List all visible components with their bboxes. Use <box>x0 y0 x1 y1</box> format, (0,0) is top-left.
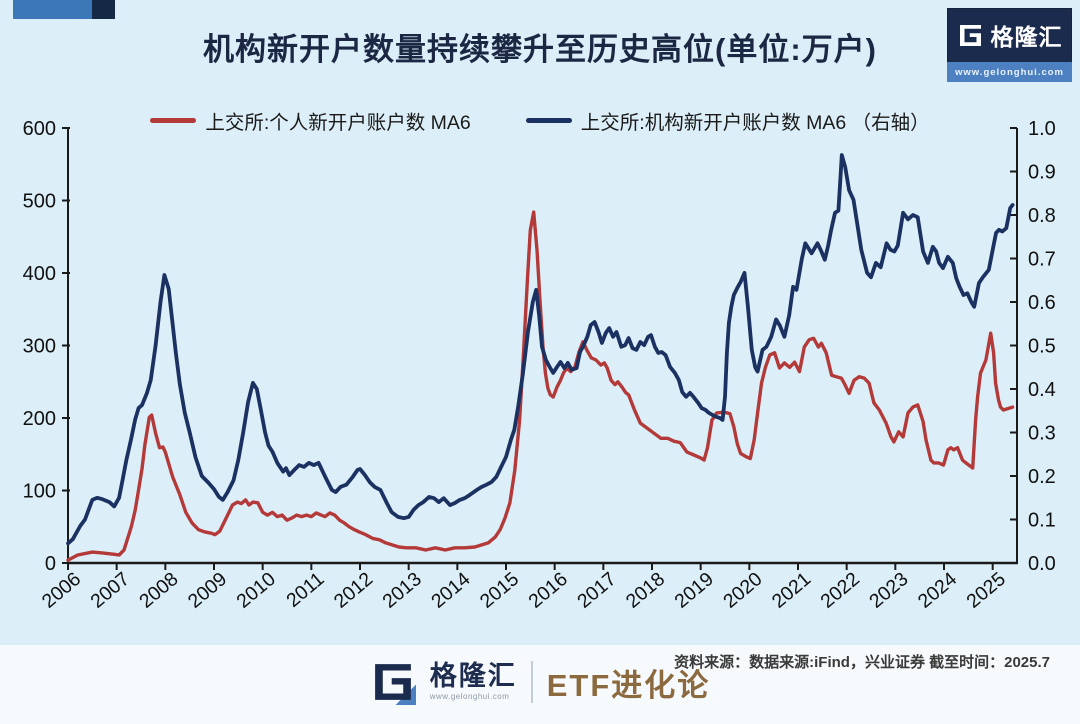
x-axis-year-label: 2013 <box>379 568 426 613</box>
x-axis-year-label: 2014 <box>427 568 474 613</box>
chart-legend: 上交所:个人新开户账户数 MA6 上交所:机构新开户账户数 MA6 （右轴） <box>0 106 1080 135</box>
y-axis-right-tick-label: 0.9 <box>1028 162 1056 184</box>
x-axis-year-label: 2020 <box>719 568 766 613</box>
x-axis-year-label: 2010 <box>233 568 280 613</box>
y-axis-right-tick-label: 0.1 <box>1028 510 1056 532</box>
legend-swatch-institutional <box>525 118 572 123</box>
y-axis-left-tick-label: 0 <box>45 553 56 575</box>
legend-swatch-personal <box>150 118 197 123</box>
gelonghui-logo-main: 格隆汇 <box>947 8 1072 62</box>
x-axis-year-label: 2023 <box>865 568 912 613</box>
y-axis-right-tick-label: 0.6 <box>1028 292 1056 314</box>
x-axis-year-label: 2008 <box>135 568 182 613</box>
y-axis-left-tick-label: 100 <box>23 481 56 503</box>
legend-entry-personal: 上交所:个人新开户账户数 MA6 <box>150 106 471 135</box>
x-axis-year-label: 2019 <box>671 568 718 613</box>
footer-source-text: 资料来源：数据来源:iFind，兴业证券 截至时间：2025.7 <box>674 654 1050 671</box>
x-axis-year-label: 2016 <box>525 568 572 613</box>
x-axis-year-label: 2009 <box>184 568 231 613</box>
series-line-institutional <box>66 153 1015 546</box>
x-axis-year-label: 2018 <box>622 568 669 613</box>
gelonghui-g-icon <box>959 24 981 46</box>
y-axis-left-tick-label: 200 <box>23 408 56 430</box>
y-axis-left-tick-label: 300 <box>23 336 56 358</box>
y-axis-left-tick-label: 500 <box>23 191 56 213</box>
footer-logo-name: 格隆汇 <box>429 661 517 691</box>
legend-label-personal: 上交所:个人新开户账户数 MA6 <box>205 112 471 134</box>
series-line-personal <box>66 210 1015 562</box>
y-axis-right-tick-label: 0.0 <box>1028 553 1056 575</box>
y-axis-right-tick-label: 1.0 <box>1028 118 1056 140</box>
gelonghui-logo: 格隆汇 www.gelonghui.com <box>947 8 1072 82</box>
x-axis-year-label: 2017 <box>573 568 620 613</box>
gelonghui-logo-name: 格隆汇 <box>990 24 1063 50</box>
footer-brand-name: ETF进化论 <box>546 667 711 703</box>
footer: 资料来源：数据来源:iFind，兴业证券 截至时间：2025.7 格隆汇 www… <box>0 645 1080 724</box>
x-axis-year-label: 2024 <box>914 568 961 613</box>
page-title: 机构新开户数量持续攀升至历史高位(单位:万户) <box>203 32 877 67</box>
gelonghui-logo-url: www.gelonghui.com <box>947 62 1072 82</box>
y-axis-left-tick-label: 600 <box>23 118 56 140</box>
footer-brand-row: 格隆汇 www.gelonghui.com ETF进化论 <box>0 659 1080 705</box>
header-accent-navy-bar <box>92 0 115 19</box>
x-axis-year-label: 2021 <box>768 568 815 613</box>
y-axis-right-tick-label: 0.4 <box>1028 379 1056 401</box>
x-axis-year-label: 2012 <box>330 568 377 613</box>
footer-logo-text: 格隆汇 www.gelonghui.com <box>430 663 517 701</box>
y-axis-right-tick-label: 0.2 <box>1028 466 1056 488</box>
y-axis-right-tick-label: 0.3 <box>1028 423 1056 445</box>
footer-divider <box>530 661 533 703</box>
y-axis-right-tick-label: 0.5 <box>1028 336 1056 358</box>
y-axis-right-tick-label: 0.7 <box>1028 249 1056 271</box>
x-axis-year-label: 2025 <box>963 568 1010 613</box>
gelonghui-g-icon <box>374 664 416 705</box>
legend-label-institutional: 上交所:机构新开户账户数 MA6 （右轴） <box>580 112 930 134</box>
legend-entry-institutional: 上交所:机构新开户账户数 MA6 （右轴） <box>525 106 930 135</box>
x-axis-year-label: 2022 <box>817 568 864 613</box>
x-axis-year-label: 2007 <box>87 568 134 613</box>
footer-logo-url: www.gelonghui.com <box>429 692 510 701</box>
x-axis-year-label: 2011 <box>282 568 328 612</box>
x-axis-year-label: 2015 <box>476 568 523 613</box>
y-axis-right-tick-label: 0.8 <box>1028 205 1056 227</box>
y-axis-left-tick-label: 400 <box>23 263 56 285</box>
header-accent-blue-bar <box>13 0 92 19</box>
